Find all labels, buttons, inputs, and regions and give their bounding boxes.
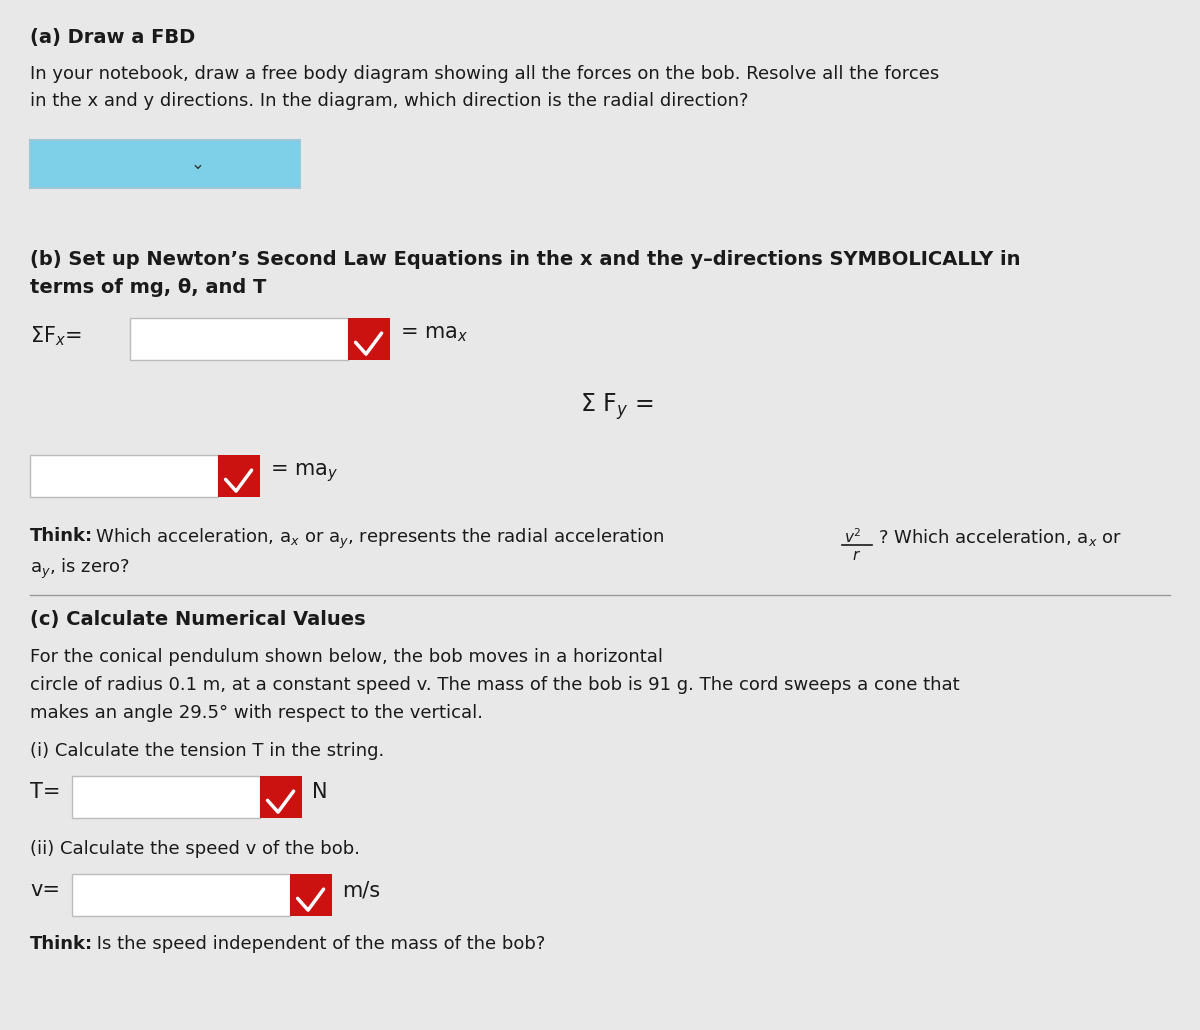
Text: m/s: m/s xyxy=(342,880,380,900)
Text: v=: v= xyxy=(30,880,60,900)
Text: ⌄: ⌄ xyxy=(191,154,204,173)
Text: N: N xyxy=(312,782,328,802)
Text: $\Sigma$ F$_y$ =: $\Sigma$ F$_y$ = xyxy=(580,391,654,421)
Text: $r$: $r$ xyxy=(852,548,862,563)
Text: makes an angle 29.5° with respect to the vertical.: makes an angle 29.5° with respect to the… xyxy=(30,703,482,722)
Text: (ii) Calculate the speed v of the bob.: (ii) Calculate the speed v of the bob. xyxy=(30,840,360,858)
Text: = ma$_x$: = ma$_x$ xyxy=(400,324,468,344)
Bar xyxy=(30,455,218,497)
Text: Think:: Think: xyxy=(30,527,94,545)
Text: circle of radius 0.1 m, at a constant speed v. The mass of the bob is 91 g. The : circle of radius 0.1 m, at a constant sp… xyxy=(30,676,960,694)
Bar xyxy=(30,140,300,188)
Text: (i) Calculate the tension T in the string.: (i) Calculate the tension T in the strin… xyxy=(30,742,384,760)
Bar xyxy=(72,776,260,818)
Text: ? Which acceleration, a$_x$ or: ? Which acceleration, a$_x$ or xyxy=(878,527,1122,548)
Text: $v^2$: $v^2$ xyxy=(844,527,862,546)
Text: = ma$_y$: = ma$_y$ xyxy=(270,461,338,484)
Bar xyxy=(290,874,332,916)
Text: in the x and y directions. In the diagram, which direction is the radial directi: in the x and y directions. In the diagra… xyxy=(30,92,749,110)
Text: terms of mg, θ, and T: terms of mg, θ, and T xyxy=(30,278,266,297)
Bar xyxy=(348,318,390,360)
Bar xyxy=(218,455,260,497)
Text: (b) Set up Newton’s Second Law Equations in the x and the y–directions SYMBOLICA: (b) Set up Newton’s Second Law Equations… xyxy=(30,250,1020,269)
Text: Is the speed independent of the mass of the bob?: Is the speed independent of the mass of … xyxy=(91,935,545,953)
Text: Think:: Think: xyxy=(30,935,94,953)
Text: a$_y$, is zero?: a$_y$, is zero? xyxy=(30,557,130,581)
Text: In your notebook, draw a free body diagram showing all the forces on the bob. Re: In your notebook, draw a free body diagr… xyxy=(30,65,940,83)
Text: Which acceleration, a$_x$ or a$_y$, represents the radial acceleration: Which acceleration, a$_x$ or a$_y$, repr… xyxy=(90,527,665,551)
Text: T=: T= xyxy=(30,782,60,802)
Text: For the conical pendulum shown below, the bob moves in a horizontal: For the conical pendulum shown below, th… xyxy=(30,648,662,666)
Bar xyxy=(72,874,290,916)
Bar xyxy=(260,776,302,818)
Text: $\Sigma$F$_x$=: $\Sigma$F$_x$= xyxy=(30,324,82,347)
Bar xyxy=(130,318,348,360)
Text: (a) Draw a FBD: (a) Draw a FBD xyxy=(30,28,196,47)
Text: (c) Calculate Numerical Values: (c) Calculate Numerical Values xyxy=(30,610,366,629)
